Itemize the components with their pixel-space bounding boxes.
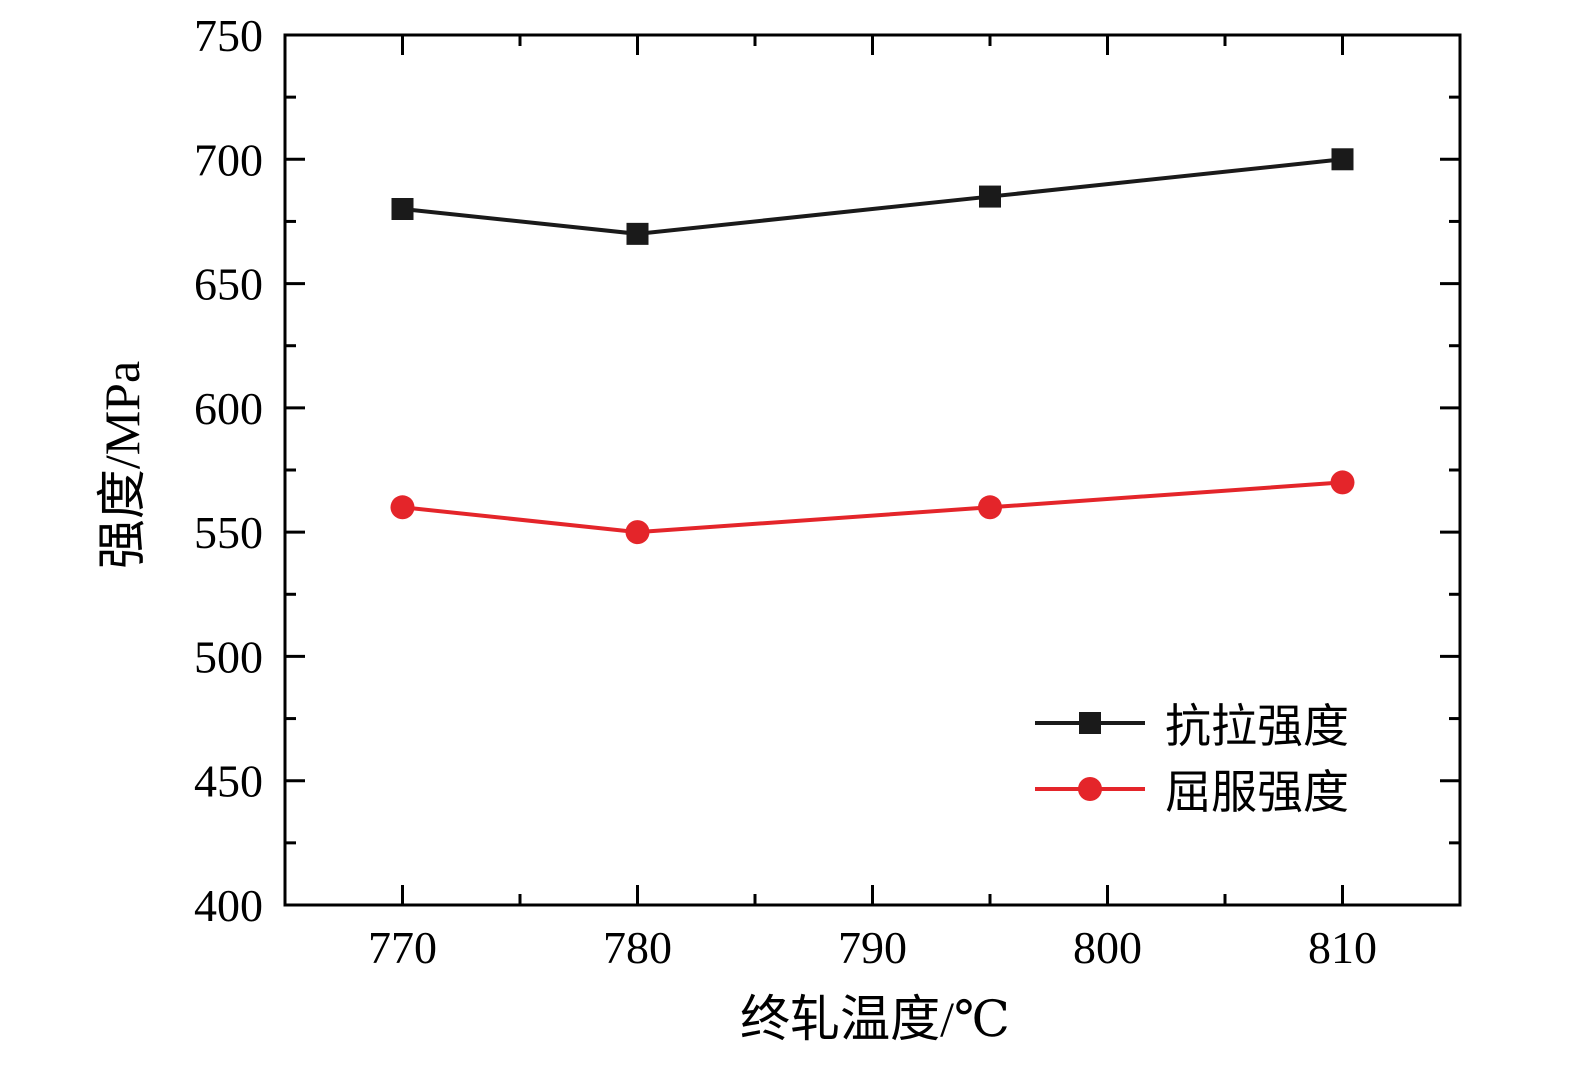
x-tick-label: 770 (368, 922, 437, 973)
legend-entry-yield-strength: 屈服强度 (1035, 759, 1349, 819)
legend-label-yield-strength: 屈服强度 (1165, 767, 1349, 818)
y-tick-label: 600 (194, 383, 263, 434)
legend-label-tensile-strength: 抗拉强度 (1165, 701, 1349, 752)
series-1-marker (625, 520, 650, 545)
series-1-marker (978, 495, 1002, 520)
y-tick-label: 550 (194, 507, 263, 558)
y-tick-label: 500 (194, 631, 263, 682)
y-tick-label: 650 (194, 259, 263, 310)
series-1-line (402, 480, 1343, 535)
series-0-line (402, 157, 1343, 236)
x-tick-label: 800 (1073, 922, 1142, 973)
legend-sample-yield-strength-icon (1035, 777, 1145, 801)
series-0-marker (979, 185, 1001, 208)
y-tick-label: 400 (194, 880, 263, 931)
legend: 抗拉强度 屈服强度 (1035, 693, 1349, 819)
y-tick-label: 750 (194, 10, 263, 61)
x-tick-label: 790 (838, 922, 907, 973)
series-0-marker (391, 198, 414, 220)
x-axis-title: 终轧温度/℃ (740, 991, 1010, 1047)
series-0-marker (1331, 148, 1354, 171)
legend-sample-tensile-strength-icon (1035, 712, 1145, 734)
series-0-marker (626, 222, 649, 245)
y-tick-label: 450 (194, 756, 263, 807)
legend-entry-tensile-strength: 抗拉强度 (1035, 693, 1349, 753)
series-1-marker (1330, 470, 1355, 495)
x-tick-label: 780 (603, 922, 672, 973)
y-axis-title: 强度/MPa (94, 360, 150, 570)
legend-sample-marker (1079, 712, 1101, 734)
legend-sample-marker (1078, 777, 1102, 801)
x-tick-label: 810 (1308, 922, 1377, 973)
series-1-marker (390, 495, 415, 520)
y-tick-label: 700 (194, 134, 263, 185)
